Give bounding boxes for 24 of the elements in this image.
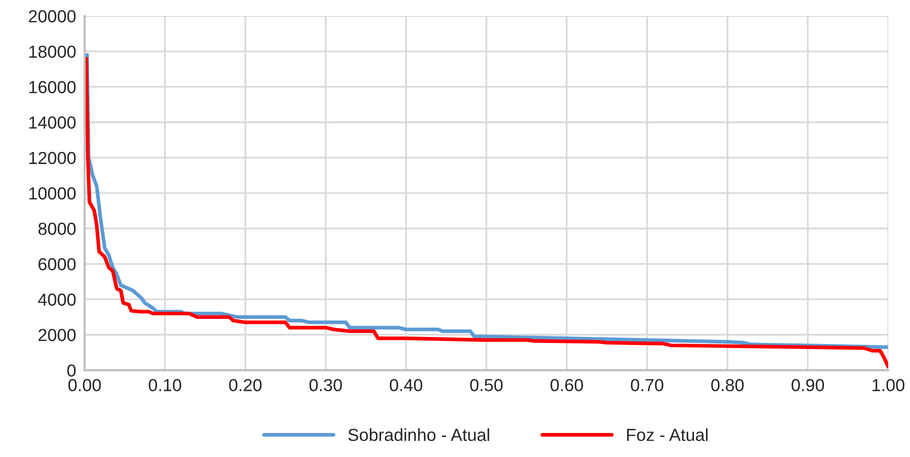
y-tick-label: 4000 [38,294,76,306]
y-tick-label: 16000 [29,81,76,94]
y-tick-label: 10000 [29,187,76,200]
y-tick-label: 0 [67,364,76,377]
y-tick-label: 12000 [29,152,76,164]
x-tick-label: 0.60 [550,378,583,392]
x-tick-label: 0.50 [470,378,503,392]
x-tick-label: 0.80 [711,378,744,392]
x-tick-label: 1.00 [872,378,904,392]
y-tick-label: 6000 [38,258,76,270]
x-tick-label: 0.20 [229,378,262,392]
x-tick-label: 0.70 [630,378,664,392]
y-tick-label: 2000 [38,328,76,342]
x-tick-label: 0.30 [309,378,342,392]
legend-label: Foz - Atual [627,428,708,442]
x-tick-label: 0.10 [148,378,182,392]
y-tick-label: 8000 [38,222,76,235]
x-tick-label: 0.90 [792,378,824,392]
y-tick-label: 20000 [28,10,76,22]
x-tick-label: 0.40 [390,378,422,392]
y-tick-label: 18000 [29,46,76,58]
y-tick-label: 14000 [29,116,76,129]
legend-label: Sobradinho - Atual [348,428,490,442]
x-tick-label: 0.00 [68,378,101,392]
